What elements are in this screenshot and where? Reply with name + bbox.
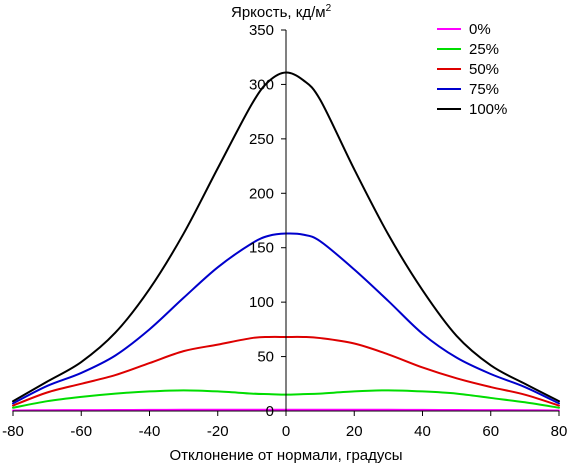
y-tick-label: 350 [249,22,274,39]
y-tick-label: 150 [249,240,274,257]
legend: 0% 25% 50% 75% 100% [437,21,507,118]
y-axis-title-superscript: 2 [326,3,332,14]
x-tick-label: 0 [282,423,290,440]
x-tick-label: 60 [482,423,499,440]
legend-label-0: 0% [469,21,491,38]
y-tick-label: 250 [249,131,274,148]
x-tick-label: -20 [207,423,229,440]
y-tick-label: 200 [249,185,274,202]
x-tick-label: -40 [139,423,161,440]
x-tick-label: 20 [346,423,363,440]
y-axis-title-text: Яркость, кд/м [231,4,326,21]
y-axis-title: Яркость, кд/м2 [231,3,332,21]
x-tick-label: -80 [2,423,24,440]
legend-label-3: 75% [469,81,499,98]
y-tick-label: 100 [249,294,274,311]
y-tick-label: 300 [249,76,274,93]
x-ticks: -80 -60 -40 -20 0 20 40 60 80 [2,411,567,440]
y-tick-label: 50 [257,349,274,366]
legend-label-2: 50% [469,61,499,78]
y-ticks: 0 50 100 150 200 250 300 350 [249,22,286,420]
x-tick-label: 80 [551,423,568,440]
legend-label-1: 25% [469,41,499,58]
x-tick-label: -60 [70,423,92,440]
x-tick-label: 40 [414,423,431,440]
y-tick-label: 0 [266,403,274,420]
x-axis-title: Отклонение от нормали, градусы [170,447,403,464]
legend-label-4: 100% [469,101,507,118]
